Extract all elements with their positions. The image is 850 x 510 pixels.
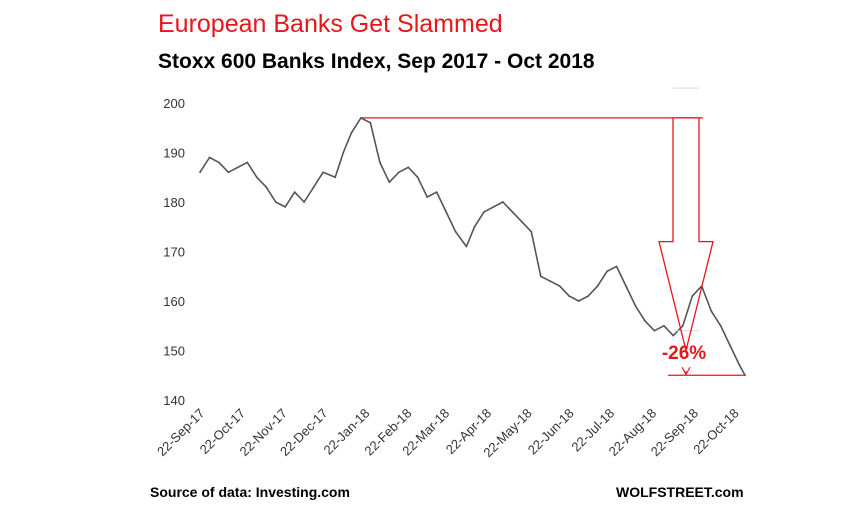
x-tick-label: 22-Sep-17 bbox=[154, 406, 208, 460]
data-point bbox=[265, 186, 268, 189]
data-point bbox=[710, 310, 713, 312]
data-point bbox=[454, 230, 457, 233]
data-point bbox=[606, 270, 608, 273]
data-point bbox=[435, 191, 438, 194]
drawdown-label: -26% bbox=[662, 343, 706, 364]
data-point bbox=[445, 211, 447, 213]
data-point bbox=[426, 196, 429, 198]
data-point bbox=[473, 225, 476, 228]
data-point bbox=[416, 176, 419, 179]
drawdown-arrow bbox=[658, 117, 714, 351]
y-tick-label: 190 bbox=[163, 146, 185, 161]
data-point bbox=[549, 280, 552, 283]
data-point bbox=[729, 344, 731, 347]
data-point bbox=[719, 324, 722, 327]
data-point bbox=[530, 230, 533, 233]
data-point bbox=[568, 295, 571, 297]
data-point bbox=[502, 201, 504, 203]
chart-subtitle: Stoxx 600 Banks Index, Sep 2017 - Oct 20… bbox=[158, 50, 595, 73]
data-point bbox=[672, 334, 675, 337]
data-point bbox=[681, 324, 684, 327]
y-tick-label: 170 bbox=[163, 245, 185, 260]
data-point bbox=[483, 211, 485, 213]
data-point bbox=[539, 275, 542, 278]
data-point bbox=[342, 151, 345, 154]
data-point bbox=[322, 171, 324, 174]
data-point bbox=[587, 295, 589, 297]
trough-arrow-head bbox=[681, 366, 691, 376]
data-point bbox=[663, 324, 665, 327]
data-point bbox=[208, 156, 211, 159]
data-point bbox=[255, 176, 258, 179]
y-tick-label: 180 bbox=[163, 195, 185, 210]
data-point bbox=[738, 364, 741, 367]
y-tick-label: 160 bbox=[163, 294, 185, 309]
data-point bbox=[558, 285, 561, 287]
data-point bbox=[312, 186, 315, 189]
data-point bbox=[511, 211, 514, 213]
data-point bbox=[246, 161, 249, 164]
data-point bbox=[634, 305, 637, 307]
data-point bbox=[397, 171, 400, 174]
chart-title: European Banks Get Slammed bbox=[158, 10, 503, 38]
data-point bbox=[218, 161, 220, 164]
y-axis: 140 150 160 170 180 190 200 bbox=[163, 96, 185, 408]
data-point bbox=[303, 201, 305, 203]
brand-label: WOLFSTREET.com bbox=[616, 484, 744, 500]
data-point bbox=[293, 191, 296, 194]
data-point bbox=[237, 166, 239, 169]
data-point bbox=[625, 285, 627, 287]
x-axis: 22-Sep-1722-Oct-1722-Nov-1722-Dec-1722-J… bbox=[154, 406, 742, 461]
data-point bbox=[521, 220, 523, 223]
data-point bbox=[369, 121, 372, 124]
source-note: Source of data: Investing.com bbox=[150, 484, 350, 500]
data-point bbox=[379, 161, 381, 164]
data-point bbox=[274, 201, 277, 203]
series-line bbox=[199, 117, 746, 376]
data-point bbox=[577, 300, 580, 302]
x-tick-label: 22-Jun-18 bbox=[525, 406, 577, 458]
y-tick-label: 150 bbox=[163, 344, 185, 359]
data-point bbox=[465, 245, 468, 248]
data-point bbox=[227, 171, 230, 174]
drawdown-annotation: -26% bbox=[362, 87, 745, 376]
data-point bbox=[644, 319, 646, 322]
data-point bbox=[284, 206, 287, 208]
data-point bbox=[199, 171, 201, 174]
data-point bbox=[596, 285, 599, 287]
data-point bbox=[350, 131, 353, 134]
data-point bbox=[691, 295, 694, 297]
data-point bbox=[653, 329, 656, 332]
y-tick-label: 140 bbox=[163, 393, 185, 408]
series-group bbox=[199, 117, 746, 377]
data-point bbox=[615, 265, 618, 268]
data-point bbox=[492, 206, 495, 208]
y-tick-label: 200 bbox=[163, 96, 185, 111]
data-point bbox=[388, 181, 391, 184]
data-point bbox=[334, 176, 337, 179]
data-point bbox=[360, 117, 362, 119]
data-point bbox=[407, 166, 410, 169]
